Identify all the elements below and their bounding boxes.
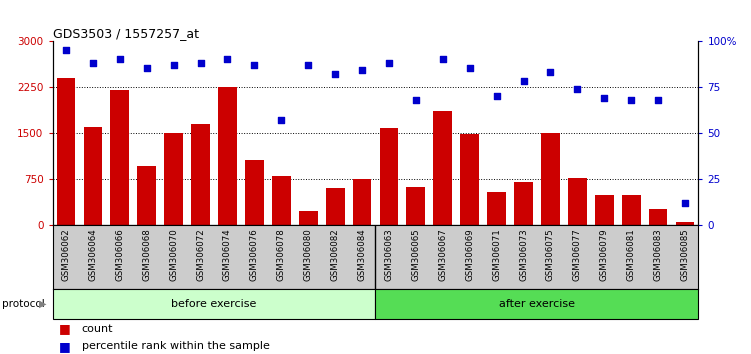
Point bbox=[437, 56, 449, 62]
Text: GSM306079: GSM306079 bbox=[600, 228, 609, 281]
Bar bbox=[218, 87, 237, 225]
Bar bbox=[433, 111, 452, 225]
Bar bbox=[137, 166, 156, 225]
Text: GSM306081: GSM306081 bbox=[626, 228, 635, 281]
Text: ■: ■ bbox=[59, 322, 71, 335]
Bar bbox=[460, 134, 479, 225]
Bar bbox=[164, 133, 183, 225]
Bar bbox=[649, 209, 668, 225]
Text: GSM306063: GSM306063 bbox=[385, 228, 394, 281]
Point bbox=[222, 56, 234, 62]
Bar bbox=[514, 182, 533, 225]
Point bbox=[410, 97, 422, 102]
Point bbox=[383, 60, 395, 65]
Text: before exercise: before exercise bbox=[171, 298, 257, 309]
Bar bbox=[568, 178, 587, 225]
Bar bbox=[622, 195, 641, 225]
Bar bbox=[487, 192, 506, 225]
Bar bbox=[326, 188, 345, 225]
Point bbox=[60, 47, 72, 53]
Text: GSM306066: GSM306066 bbox=[116, 228, 125, 281]
Bar bbox=[192, 124, 210, 225]
Text: ▶: ▶ bbox=[39, 298, 47, 309]
Text: GSM306073: GSM306073 bbox=[519, 228, 528, 281]
Text: GSM306071: GSM306071 bbox=[492, 228, 501, 281]
Text: GSM306072: GSM306072 bbox=[196, 228, 205, 281]
Bar bbox=[379, 128, 398, 225]
Point bbox=[572, 86, 584, 91]
Point bbox=[517, 78, 529, 84]
Text: GSM306085: GSM306085 bbox=[680, 228, 689, 281]
Bar bbox=[353, 179, 372, 225]
Text: GSM306077: GSM306077 bbox=[573, 228, 582, 281]
Point bbox=[544, 69, 556, 75]
Text: GSM306082: GSM306082 bbox=[330, 228, 339, 281]
Text: after exercise: after exercise bbox=[499, 298, 575, 309]
Point bbox=[356, 67, 368, 73]
Point bbox=[679, 200, 691, 206]
Point bbox=[276, 117, 288, 123]
Text: GSM306068: GSM306068 bbox=[142, 228, 151, 281]
Text: GSM306069: GSM306069 bbox=[465, 228, 474, 281]
Text: GSM306076: GSM306076 bbox=[250, 228, 259, 281]
Bar bbox=[406, 187, 425, 225]
Point bbox=[490, 93, 502, 99]
Point bbox=[652, 97, 664, 102]
Point bbox=[625, 97, 637, 102]
Point bbox=[249, 62, 261, 68]
Bar bbox=[676, 222, 695, 225]
Bar bbox=[83, 127, 102, 225]
Text: GDS3503 / 1557257_at: GDS3503 / 1557257_at bbox=[53, 27, 198, 40]
Bar bbox=[110, 90, 129, 225]
Text: GSM306074: GSM306074 bbox=[223, 228, 232, 281]
Point bbox=[329, 71, 341, 77]
Text: count: count bbox=[82, 324, 113, 333]
Text: GSM306080: GSM306080 bbox=[303, 228, 312, 281]
Bar bbox=[53, 289, 376, 319]
Text: GSM306078: GSM306078 bbox=[277, 228, 286, 281]
Bar bbox=[245, 160, 264, 225]
Point bbox=[302, 62, 314, 68]
Point bbox=[195, 60, 207, 65]
Bar bbox=[299, 211, 318, 225]
Bar bbox=[56, 78, 75, 225]
Text: GSM306084: GSM306084 bbox=[357, 228, 366, 281]
Point bbox=[463, 65, 475, 71]
Text: protocol: protocol bbox=[2, 298, 44, 309]
Text: percentile rank within the sample: percentile rank within the sample bbox=[82, 341, 270, 351]
Point bbox=[167, 62, 179, 68]
Point bbox=[87, 60, 99, 65]
Text: GSM306083: GSM306083 bbox=[653, 228, 662, 281]
Point bbox=[599, 95, 611, 101]
Text: GSM306062: GSM306062 bbox=[62, 228, 71, 281]
Bar bbox=[541, 133, 559, 225]
Bar bbox=[272, 176, 291, 225]
Text: GSM306065: GSM306065 bbox=[412, 228, 421, 281]
Text: GSM306064: GSM306064 bbox=[89, 228, 98, 281]
Text: GSM306075: GSM306075 bbox=[546, 228, 555, 281]
Text: ■: ■ bbox=[59, 340, 71, 353]
Bar bbox=[595, 195, 614, 225]
Point bbox=[114, 56, 126, 62]
Text: GSM306067: GSM306067 bbox=[439, 228, 448, 281]
Text: GSM306070: GSM306070 bbox=[169, 228, 178, 281]
Bar bbox=[376, 289, 698, 319]
Point bbox=[140, 65, 152, 71]
